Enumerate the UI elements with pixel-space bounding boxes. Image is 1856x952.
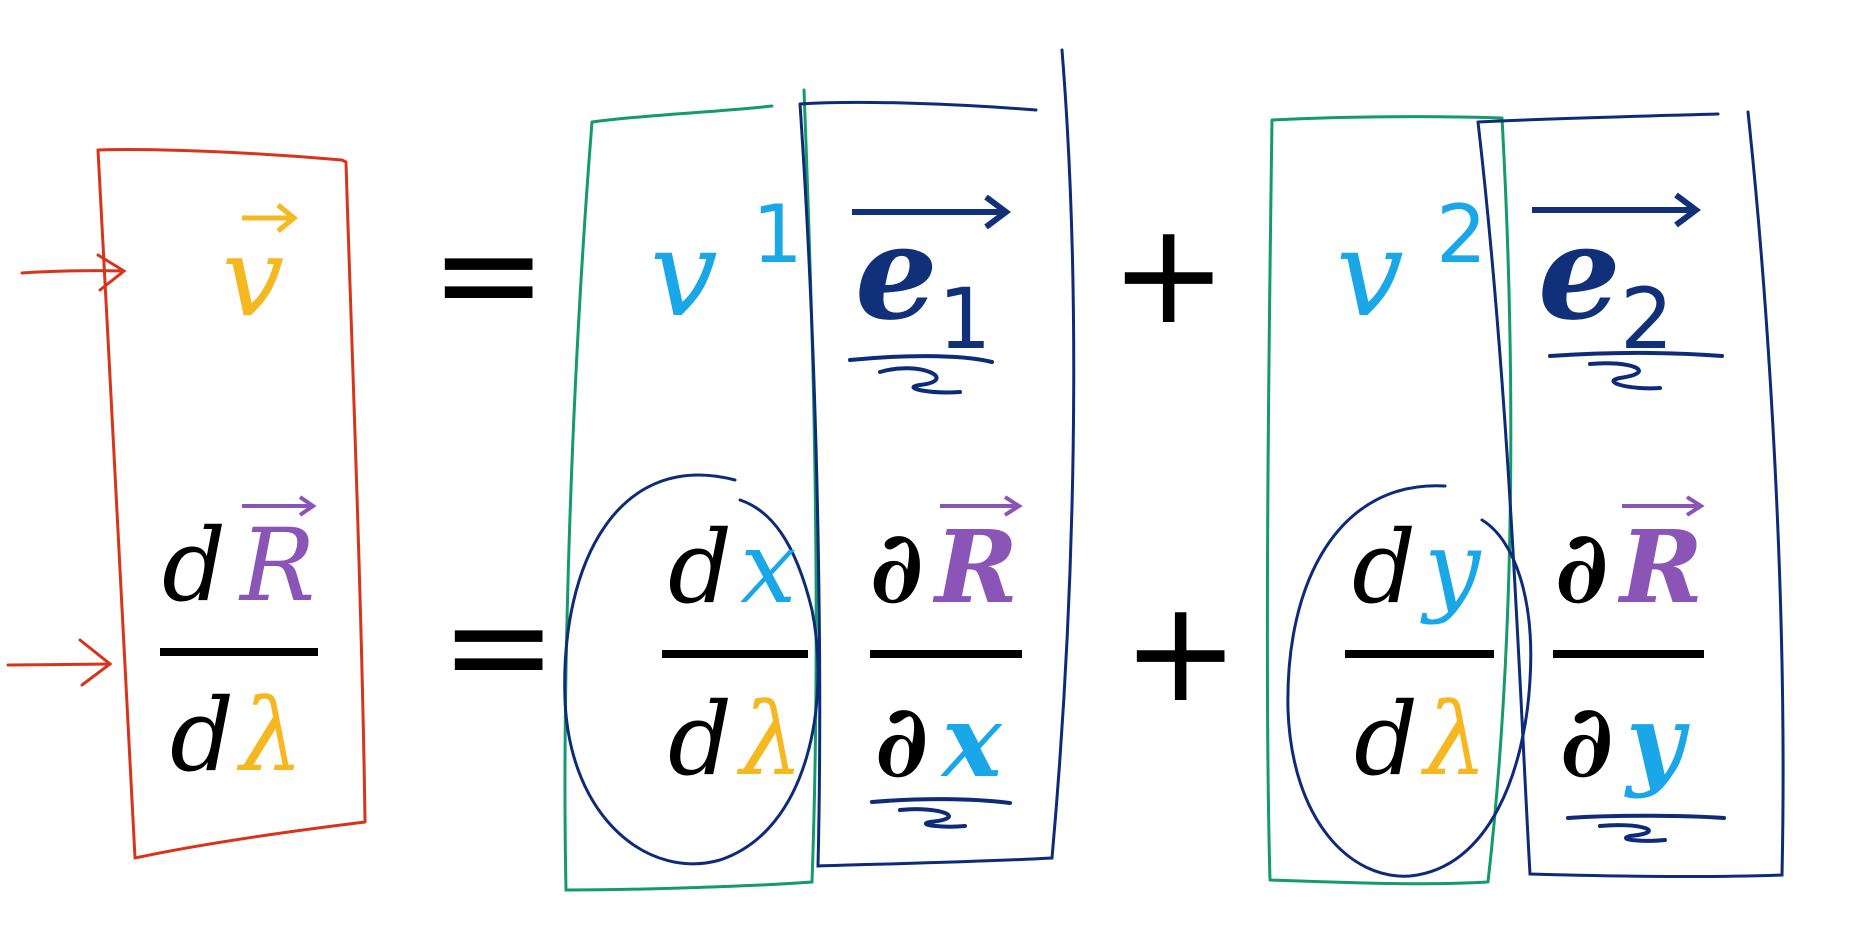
svg-text:2: 2	[1620, 270, 1673, 368]
plus-sign-row2: +	[1122, 571, 1239, 734]
plus-sign-row1: +	[1110, 193, 1227, 356]
svg-text:∂: ∂	[875, 682, 928, 800]
svg-text:v: v	[222, 213, 284, 341]
red-arrow-row1	[20, 253, 127, 292]
equals-sign-row1: =	[430, 193, 547, 356]
svg-text:v: v	[1336, 205, 1404, 344]
navy-circle-dx-dlambda	[563, 473, 820, 866]
svg-text:1: 1	[938, 270, 991, 368]
svg-text:d: d	[668, 681, 732, 798]
navy-highlight-box-2	[1476, 110, 1785, 879]
fraction-dy-dlambda: d y d λ	[1345, 509, 1494, 798]
underline-squiggle-dx	[870, 797, 1012, 829]
term-v2: v 2	[1336, 188, 1487, 344]
red-highlight-box	[96, 147, 367, 860]
term-v1: v 1	[650, 188, 803, 344]
svg-text:y: y	[1624, 682, 1690, 800]
svg-text:v: v	[650, 205, 718, 344]
green-highlight-box-2	[1265, 115, 1513, 886]
svg-text:e: e	[1538, 196, 1621, 349]
svg-text:2: 2	[1436, 188, 1487, 281]
navy-highlight-box-1	[798, 48, 1076, 868]
fraction-partialR-partialy: ∂ R ∂ y	[1553, 495, 1705, 800]
svg-text:∂: ∂	[1560, 682, 1613, 800]
navy-circle-dy-dlambda	[1286, 484, 1533, 878]
svg-text:e: e	[855, 196, 938, 349]
underline-squiggle-e2	[1548, 351, 1724, 391]
svg-text:∂: ∂	[870, 508, 923, 626]
lhs-vector-v: v	[222, 203, 298, 341]
svg-text:d: d	[170, 677, 234, 794]
svg-text:∂: ∂	[1555, 508, 1608, 626]
svg-text:d: d	[1352, 509, 1416, 626]
svg-text:x: x	[740, 509, 796, 626]
svg-text:d: d	[162, 507, 226, 624]
underline-squiggle-dy	[1566, 813, 1726, 843]
fraction-dx-dlambda: d x d λ	[662, 509, 808, 798]
svg-text:d: d	[1354, 681, 1418, 798]
svg-text:R: R	[238, 507, 315, 624]
underline-squiggle-e1	[848, 354, 994, 395]
svg-text:R: R	[932, 508, 1018, 626]
svg-text:d: d	[668, 509, 732, 626]
basis-vector-e2: e 2	[1532, 192, 1701, 368]
svg-text:R: R	[1617, 508, 1703, 626]
svg-text:y: y	[1420, 509, 1482, 626]
svg-text:1: 1	[752, 188, 803, 281]
svg-text:x: x	[940, 682, 1003, 800]
svg-text:λ: λ	[236, 677, 303, 794]
svg-text:λ: λ	[1420, 681, 1487, 798]
equals-sign-row2: =	[440, 565, 557, 728]
red-arrow-row2	[6, 638, 113, 687]
lhs-fraction-dR-dlambda: d R d λ	[160, 495, 318, 794]
fraction-partialR-partialx: ∂ R ∂ x	[870, 495, 1023, 800]
svg-text:λ: λ	[736, 681, 803, 798]
basis-vector-e1: e 1	[852, 194, 1011, 368]
